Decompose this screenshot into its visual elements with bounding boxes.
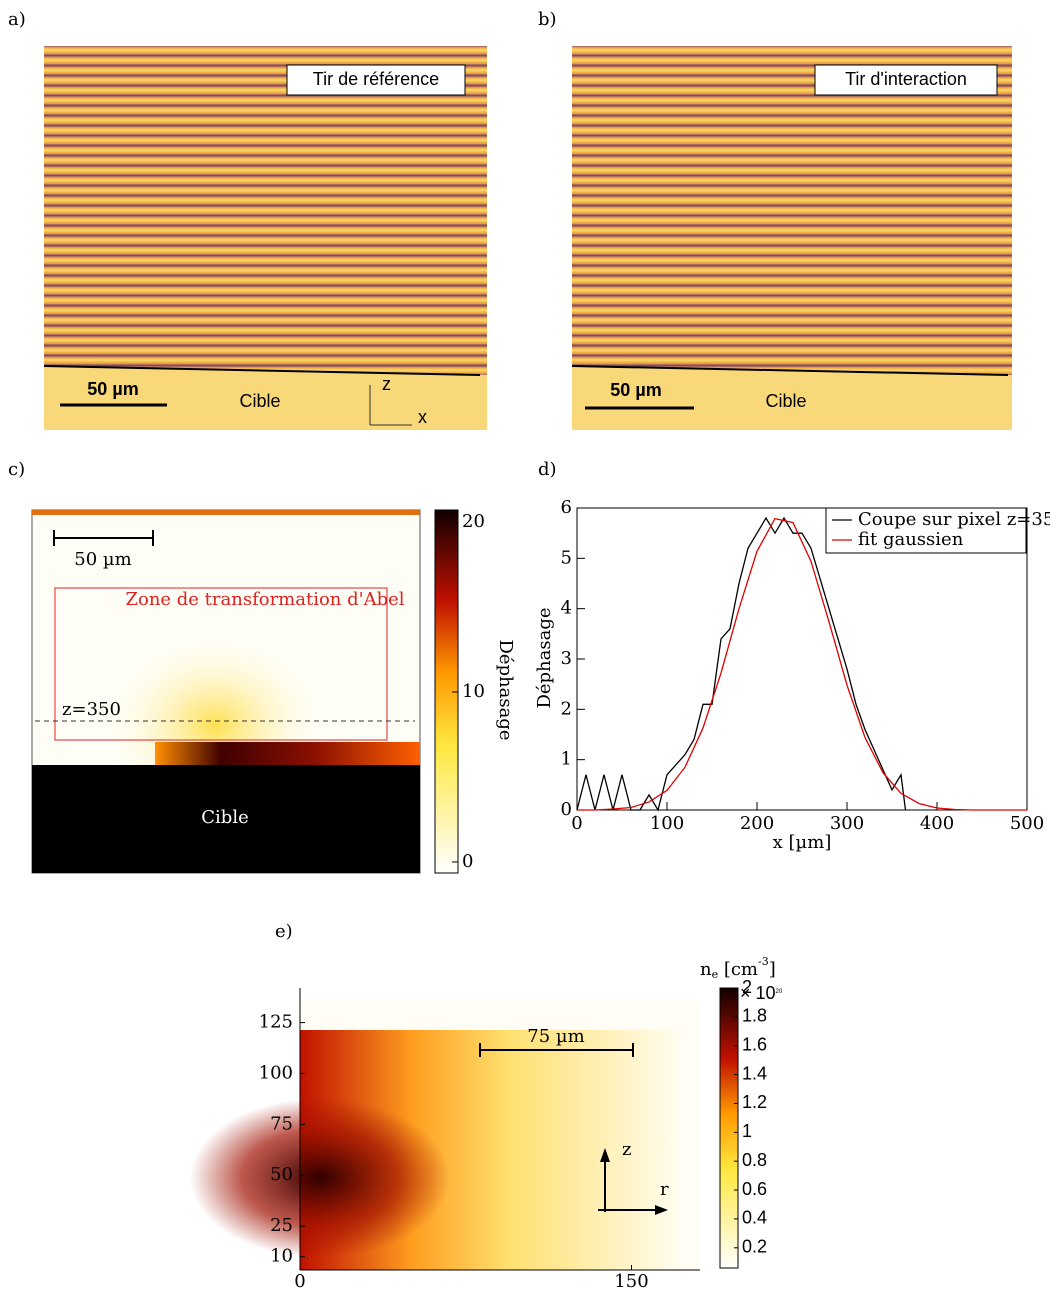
axis-label: z [382, 374, 391, 394]
colorbar-tick-label: 0 [462, 851, 473, 872]
colorbar-tick-label: 2 [742, 977, 752, 997]
x-tick-label: 100 [650, 813, 684, 834]
y-tick-label: 25 [270, 1215, 293, 1236]
cut-label: z=350 [62, 699, 121, 720]
y-tick-label: 100 [259, 1062, 293, 1083]
zone-label: Zone de transformation d'Abel [125, 589, 404, 610]
colorbar-label: ne [cm-3] [700, 955, 776, 981]
axis-label: z [622, 1139, 631, 1160]
colorbar-tick-label: 1.4 [742, 1063, 767, 1083]
x-axis-label: x [µm] [773, 832, 832, 853]
colorbar-tick-label: 0.8 [742, 1150, 767, 1170]
panel-label: c) [8, 459, 25, 480]
interferogram [572, 46, 1012, 430]
y-tick-label: 10 [270, 1246, 293, 1267]
colorbar-tick-label: 1.8 [742, 1006, 767, 1026]
axis-arrow [600, 1148, 610, 1162]
colorbar-tick-label: 10 [462, 681, 485, 702]
target [32, 765, 420, 873]
y-tick-label: 75 [270, 1113, 293, 1134]
phase-band [155, 742, 420, 765]
panel-label: b) [538, 9, 557, 30]
colorbar-tick-label: 1 [742, 1121, 752, 1141]
x-tick-label: 200 [740, 813, 774, 834]
colorbar-tick-label: 0.6 [742, 1179, 767, 1199]
exponent: 20 [776, 989, 783, 995]
x-tick-label: 150 [614, 1271, 648, 1291]
x-tick-label: 0 [294, 1271, 305, 1291]
colorbar-multiplier: × 1020 [740, 983, 783, 1003]
y-tick-label: 6 [561, 497, 572, 518]
data-line [577, 517, 1027, 811]
y-tick-label: 0 [561, 799, 572, 820]
panel-label: d) [538, 459, 557, 480]
y-tick-label: 1 [561, 749, 572, 770]
legend-text: fit gaussien [858, 529, 964, 550]
target-area [44, 366, 487, 430]
y-tick-label: 3 [561, 648, 572, 669]
scale-text: 75 µm [527, 1026, 584, 1047]
times: × 10 [740, 983, 776, 1003]
y-axis-label: Déphasage [534, 607, 555, 708]
y-tick-label: 2 [561, 698, 572, 719]
density-core [190, 1098, 450, 1258]
unit-close: ] [769, 959, 776, 980]
phase-edge [32, 510, 420, 515]
target-label: Cible [201, 807, 248, 828]
y-tick-label: 4 [561, 598, 572, 619]
colorbar-tick-label: 1.6 [742, 1034, 767, 1054]
y-tick-label: 50 [270, 1164, 293, 1185]
abel-zone [54, 587, 388, 741]
colorbar-label: Déphasage [495, 639, 516, 740]
subscript: e [712, 968, 719, 981]
target-area [572, 366, 1012, 430]
legend-text: Tir d'interaction [845, 69, 967, 89]
target-surface [571, 365, 1009, 376]
legend-box [286, 64, 466, 96]
scale-text: 50 µm [74, 549, 131, 570]
scale-text: 50 µm [87, 379, 138, 399]
colorbar-tick-label: 1.2 [742, 1092, 767, 1112]
x-tick-label: 300 [830, 813, 864, 834]
x-tick-label: 0 [571, 813, 582, 834]
axis-label: x [418, 407, 427, 427]
data-line [576, 516, 907, 812]
y-tick-label: 5 [561, 547, 572, 568]
unit: [cm [718, 959, 758, 980]
panel-label: e) [275, 921, 293, 942]
colorbar-tick-label: 0.4 [742, 1208, 767, 1228]
target-surface [43, 365, 481, 376]
axis-arrow [655, 1205, 668, 1215]
colorbar [719, 987, 739, 1269]
exponent: -3 [758, 955, 769, 968]
legend-box [825, 507, 1027, 554]
target-label: Cible [239, 391, 280, 411]
x-tick-label: 400 [920, 813, 954, 834]
x-tick-label: 500 [1010, 813, 1044, 834]
legend-box [814, 64, 998, 96]
colorbar-tick-label: 20 [462, 511, 485, 532]
symbol: n [700, 959, 712, 980]
panel-label: a) [8, 9, 26, 30]
interferogram [44, 46, 487, 430]
axis-label: r [660, 1179, 669, 1200]
y-tick-label: 125 [259, 1012, 293, 1033]
legend-text: Tir de référence [313, 69, 439, 89]
line-chart: 0 100 200 300 400 500 0 1 2 3 4 5 6 x [µm] Déphasage Co… [534, 497, 1050, 853]
scale-text: 50 µm [610, 380, 661, 400]
colorbar-tick-label: 0.2 [742, 1237, 767, 1257]
target-label: Cible [765, 391, 806, 411]
legend-text: Coupe sur pixel z=350 [858, 509, 1050, 530]
